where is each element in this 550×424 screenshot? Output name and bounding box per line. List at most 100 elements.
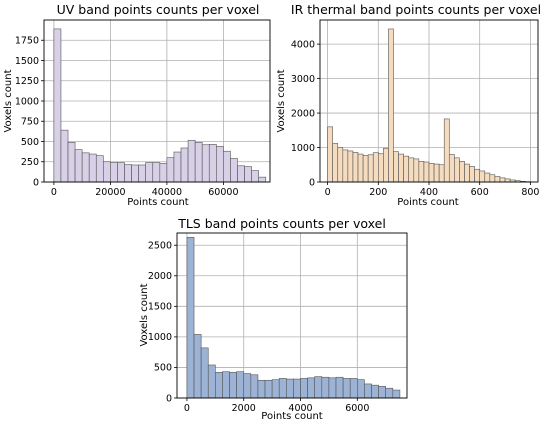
tls-bar xyxy=(193,334,202,399)
uv-y-tick-label: 1750 xyxy=(15,36,39,47)
ir-bar xyxy=(398,153,404,183)
ir-bar xyxy=(367,154,374,183)
ir-bar xyxy=(352,152,359,183)
tls-x-tick-label: 4000 xyxy=(288,403,312,414)
ir-bar xyxy=(408,157,415,183)
tls-bar xyxy=(286,378,294,399)
uv-bar xyxy=(117,162,125,183)
ir-bar xyxy=(327,126,333,183)
ir-x-tick-label: 400 xyxy=(420,187,438,198)
uv-bar xyxy=(88,153,97,183)
ir-bar xyxy=(337,147,344,183)
ir-bar xyxy=(489,174,496,183)
uv-bar xyxy=(237,165,245,183)
ir-bar xyxy=(357,153,364,183)
uv-title: UV band points counts per voxel xyxy=(57,2,260,17)
tls-bar xyxy=(250,374,259,399)
tls-bar xyxy=(271,379,280,399)
tls-bar xyxy=(357,379,365,399)
ir-x-tick-label: 0 xyxy=(325,187,331,198)
uv-bar xyxy=(208,144,217,183)
tls-x-tick-label: 2000 xyxy=(232,403,256,414)
uv-y-axis-label: Voxels count xyxy=(3,69,14,132)
tls-bar xyxy=(328,377,337,399)
ir-x-axis-label: Points count xyxy=(397,197,459,208)
ir-bar xyxy=(494,176,501,183)
tls-x-tick-label: 6000 xyxy=(345,403,369,414)
ir-bar xyxy=(499,177,506,183)
ir-x-tick-label: 800 xyxy=(521,187,539,198)
uv-bar xyxy=(74,149,83,183)
ir-bar xyxy=(428,163,435,183)
tls-bar xyxy=(257,379,266,399)
ir-y-tick-label: 3000 xyxy=(291,74,315,85)
tls-y-tick-label: 0 xyxy=(166,393,172,404)
uv-bar xyxy=(159,163,168,183)
tls-y-tick-label: 1000 xyxy=(148,332,172,343)
ir-x-tick-label: 200 xyxy=(369,187,387,198)
tls-bar xyxy=(229,372,237,399)
uv-bar xyxy=(67,142,76,183)
ir-title: IR thermal band points counts per voxel xyxy=(291,2,541,17)
uv-bar xyxy=(110,162,118,183)
tls-bar xyxy=(215,372,223,399)
uv-bar xyxy=(251,170,259,183)
uv-x-tick-label: 0 xyxy=(51,187,57,198)
tls-bar xyxy=(186,236,195,399)
tls-bar xyxy=(243,373,252,399)
tls-y-axis-label: Voxels count xyxy=(139,283,150,346)
uv-bar xyxy=(145,162,154,183)
uv-bars xyxy=(53,28,267,183)
tls-title: TLS band points counts per voxel xyxy=(177,216,386,231)
tls-bar xyxy=(335,376,344,399)
ir-bar xyxy=(413,158,420,183)
tls-bar xyxy=(349,378,358,399)
uv-x-tick-label: 60000 xyxy=(208,187,238,198)
tls-y-tick-label: 500 xyxy=(154,363,172,374)
ir-bar xyxy=(418,161,425,183)
uv-bar xyxy=(166,157,175,183)
ir-bar xyxy=(454,157,460,183)
uv-y-tick-label: 1250 xyxy=(15,76,39,87)
ir-y-ticks: 0 1000 2000 3000 4000 xyxy=(291,39,320,188)
uv-bar xyxy=(95,155,104,183)
ir-bar xyxy=(464,163,470,183)
ir-chart: IR thermal band points counts per voxel … xyxy=(276,2,541,208)
ir-y-tick-label: 4000 xyxy=(291,39,315,50)
uv-x-tick-label: 40000 xyxy=(152,187,182,198)
tls-bar xyxy=(321,376,330,399)
uv-y-tick-label: 1000 xyxy=(15,96,39,107)
tls-bar xyxy=(385,387,394,399)
tls-bar xyxy=(364,383,372,399)
uv-bar xyxy=(81,152,90,183)
uv-y-tick-label: 250 xyxy=(21,157,39,168)
tls-bar xyxy=(314,376,323,399)
ir-x-tick-label: 600 xyxy=(471,187,489,198)
ir-bar xyxy=(378,153,384,183)
uv-bar xyxy=(180,147,189,183)
tls-x-tick-label: 0 xyxy=(184,403,190,414)
ir-bar xyxy=(484,172,491,183)
tls-plot-area xyxy=(176,232,408,399)
tls-y-tick-label: 1500 xyxy=(148,302,172,313)
uv-bar xyxy=(53,28,62,183)
tls-bars xyxy=(186,236,401,399)
tls-bar xyxy=(293,378,301,399)
tls-bar xyxy=(278,378,287,399)
uv-bar xyxy=(258,176,267,183)
uv-bar xyxy=(173,151,182,183)
uv-y-tick-label: 1500 xyxy=(15,56,39,67)
tls-bar xyxy=(378,386,387,399)
uv-bar xyxy=(138,164,146,183)
uv-bar xyxy=(187,139,196,183)
uv-x-ticks: 0 20000 40000 60000 xyxy=(51,182,239,198)
ir-bar xyxy=(423,161,430,183)
tls-bar xyxy=(200,347,209,399)
tls-bar xyxy=(307,377,316,399)
ir-y-axis-label: Voxels count xyxy=(276,69,287,132)
tls-bar xyxy=(300,378,308,399)
uv-bar xyxy=(60,129,69,183)
ir-bar xyxy=(372,152,379,183)
tls-y-ticks: 0 500 1000 1500 2000 2500 xyxy=(148,241,177,404)
